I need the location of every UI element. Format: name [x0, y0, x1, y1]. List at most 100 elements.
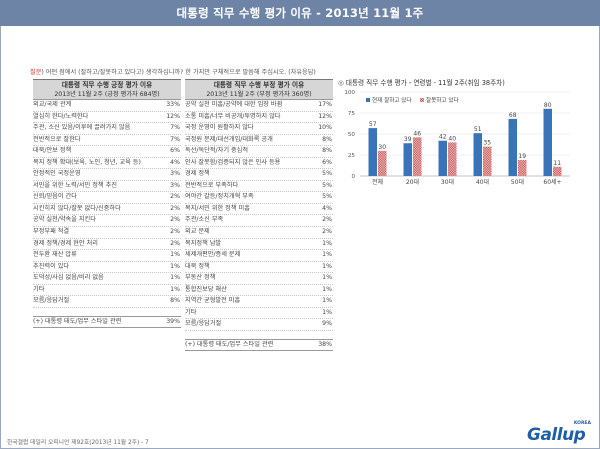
table-row: 외교 문제 2%	[185, 227, 333, 239]
row-label: 부동산 정책	[185, 274, 216, 282]
table-row: 주관/소신 부족 2%	[185, 215, 333, 228]
row-pct: 1%	[170, 251, 180, 259]
row-pct: 9%	[322, 320, 332, 328]
table-row: 대북/안보 정책 6%	[33, 146, 181, 158]
negative-table-rows: 공약 실천 미흡/공약에 대한 입장 바뀜 17% 소통 미흡/너무 비공개/투명하…	[185, 100, 333, 331]
table-row: 전두환 재산 압류 1%	[33, 250, 181, 262]
row-label: 전반적으로 잘한다	[33, 135, 81, 143]
bar-value-label: 46	[413, 130, 421, 137]
negative-table-header: 대통령 직무 수행 부정 평가 이유 2013년 11월 2주 (부정 평가자 …	[185, 79, 333, 100]
bar-positive	[403, 143, 412, 176]
row-label: 복지 정책 확대(보육, 노인, 청년, 교육 등)	[33, 158, 141, 166]
row-pct: 2%	[322, 216, 332, 224]
table-row: 공약 실천/약속을 지킨다 2%	[33, 215, 181, 228]
row-label: 공약 실천/약속을 지킨다	[33, 216, 96, 224]
logo-wordmark: Gallup	[527, 425, 586, 445]
row-pct: 33%	[166, 101, 180, 108]
row-pct: 12%	[318, 112, 332, 120]
positive-table-header: 대통령 직무 수행 긍정 평가 이유 2013년 11월 2주 (긍정 평가자 …	[33, 79, 181, 100]
table-row: 주관, 소신 있음/이루에 끌려가지 않음 7%	[33, 123, 181, 135]
total-pct: 38%	[318, 340, 332, 348]
legend-swatch-negative	[420, 98, 424, 102]
row-pct: 8%	[322, 147, 332, 155]
row-pct: 1%	[322, 297, 332, 305]
row-label: 신뢰/믿음이 간다	[33, 193, 77, 201]
chart-bullet-icon: ◎	[338, 79, 344, 87]
table-row: 인사 잘못함/검증되지 않은 인사 등용 6%	[185, 158, 333, 170]
row-pct: 2%	[322, 228, 332, 236]
table-row: 모름/응답거절 8%	[33, 296, 181, 308]
row-pct: 7%	[170, 124, 180, 132]
question-label: 질문	[30, 69, 42, 76]
row-pct: 1%	[322, 239, 332, 247]
table-row: 복지 정책 확대(보육, 노인, 청년, 교육 등) 4%	[33, 158, 181, 170]
bar-value-label: 30	[378, 144, 386, 151]
row-label: 전반적으로 부족하다	[185, 181, 239, 189]
row-pct: 12%	[166, 112, 180, 120]
table-row: 경제 정책 5%	[185, 169, 333, 181]
row-label: 기타	[185, 308, 197, 316]
bar-negative	[448, 142, 457, 176]
table-row: 경제 정책/경제 현안 처리 2%	[33, 239, 181, 251]
row-label: 안정적인 국정운영	[33, 170, 81, 178]
table-row: 소통 미흡/너무 비공개/투명하지 않다 12%	[185, 112, 333, 124]
logo-korea-text: KOREA	[573, 421, 591, 426]
row-label: 모름/응답거절	[33, 297, 70, 305]
row-pct: 4%	[170, 158, 180, 166]
bar-negative	[483, 146, 492, 176]
table-row: 공약 실천 미흡/공약에 대한 입장 바뀜 17%	[185, 100, 333, 112]
bar-value-label: 35	[483, 140, 491, 147]
row-label: 경제 정책/경제 현안 처리	[33, 239, 98, 247]
bar-positive	[508, 118, 517, 176]
row-pct: 1%	[170, 262, 180, 270]
row-label: 통합진보당 해산	[185, 285, 227, 293]
table-row: 여야간 갈등/정치개혁 부족 5%	[185, 192, 333, 204]
row-pct: 17%	[318, 101, 332, 108]
total-pct: 39%	[166, 317, 180, 325]
row-pct: 7%	[170, 135, 180, 143]
row-label: 전두환 재산 압류	[33, 251, 77, 259]
row-label: 추진력이 있다	[33, 262, 70, 270]
row-label: 경제 정책	[185, 170, 210, 178]
row-label: 공약 실천 미흡/공약에 대한 입장 바뀜	[185, 101, 283, 108]
y-tick-label: 100	[344, 90, 355, 96]
page-title: 대통령 직무 수행 평가 이유 - 2013년 11월 1주	[0, 0, 600, 26]
x-category-label: 전체	[372, 178, 383, 186]
row-pct: 2%	[170, 216, 180, 224]
y-tick-label: 50	[348, 132, 356, 138]
row-label: 부정부패 척결	[33, 228, 70, 236]
negative-reasons-table: 대통령 직무 수행 부정 평가 이유 2013년 11월 2주 (부정 평가자 …	[185, 79, 333, 352]
bar-negative	[378, 150, 387, 176]
table-row: 추진력이 있다 1%	[33, 262, 181, 274]
total-label: (+) 대통령 태도/업무 스타일 관련	[33, 317, 122, 325]
negative-table-title: 대통령 직무 수행 부정 평가 이유	[213, 81, 305, 89]
row-pct: 5%	[322, 170, 332, 178]
bar-value-label: 51	[474, 126, 482, 133]
table-row: 시킨히지 않다/잘못 없다/신중하다 2%	[33, 204, 181, 216]
survey-question: 질문) 어떤 점에서 (잘하고/잘못하고 있다고) 생각하십니까? 한 가지만 …	[30, 67, 316, 76]
row-pct: 2%	[170, 239, 180, 247]
row-label: 인사 잘못함/검증되지 않은 인사 등용	[185, 158, 281, 166]
table-row: 모름/응답거절 9%	[185, 319, 333, 331]
row-pct: 5%	[322, 181, 332, 189]
table-row: 부정부패 척결 2%	[33, 227, 181, 239]
bar-value-label: 68	[509, 112, 517, 119]
row-label: 여야간 갈등/정치개혁 부족	[185, 193, 254, 201]
row-label: 세제개편안/증세 문제	[185, 251, 241, 259]
x-category-label: 30대	[441, 178, 454, 186]
table-row: 전반적으로 부족하다 5%	[185, 181, 333, 193]
table-row: 복지/서민 위한 정책 미흡 4%	[185, 204, 333, 216]
row-label: 소통 미흡/너무 비공개/투명하지 않다	[185, 112, 281, 120]
row-pct: 1%	[170, 274, 180, 282]
row-pct: 1%	[322, 308, 332, 316]
table-row: 안정적인 국정운영 3%	[33, 169, 181, 181]
y-tick-label: 75	[348, 111, 356, 117]
negative-table-total-row: (+) 대통령 태도/업무 스타일 관련 38%	[185, 338, 333, 352]
table-row: 기타 1%	[185, 308, 333, 320]
bar-value-label: 42	[439, 134, 447, 141]
negative-table-subtitle: 2013년 11월 2주 (부정 평가자 360명)	[206, 91, 312, 98]
row-label: 복지/서민 위한 정책 미흡	[185, 204, 250, 212]
row-label: 외교/국제 관계	[33, 101, 72, 108]
row-pct: 4%	[322, 204, 332, 212]
row-pct: 3%	[170, 170, 180, 178]
